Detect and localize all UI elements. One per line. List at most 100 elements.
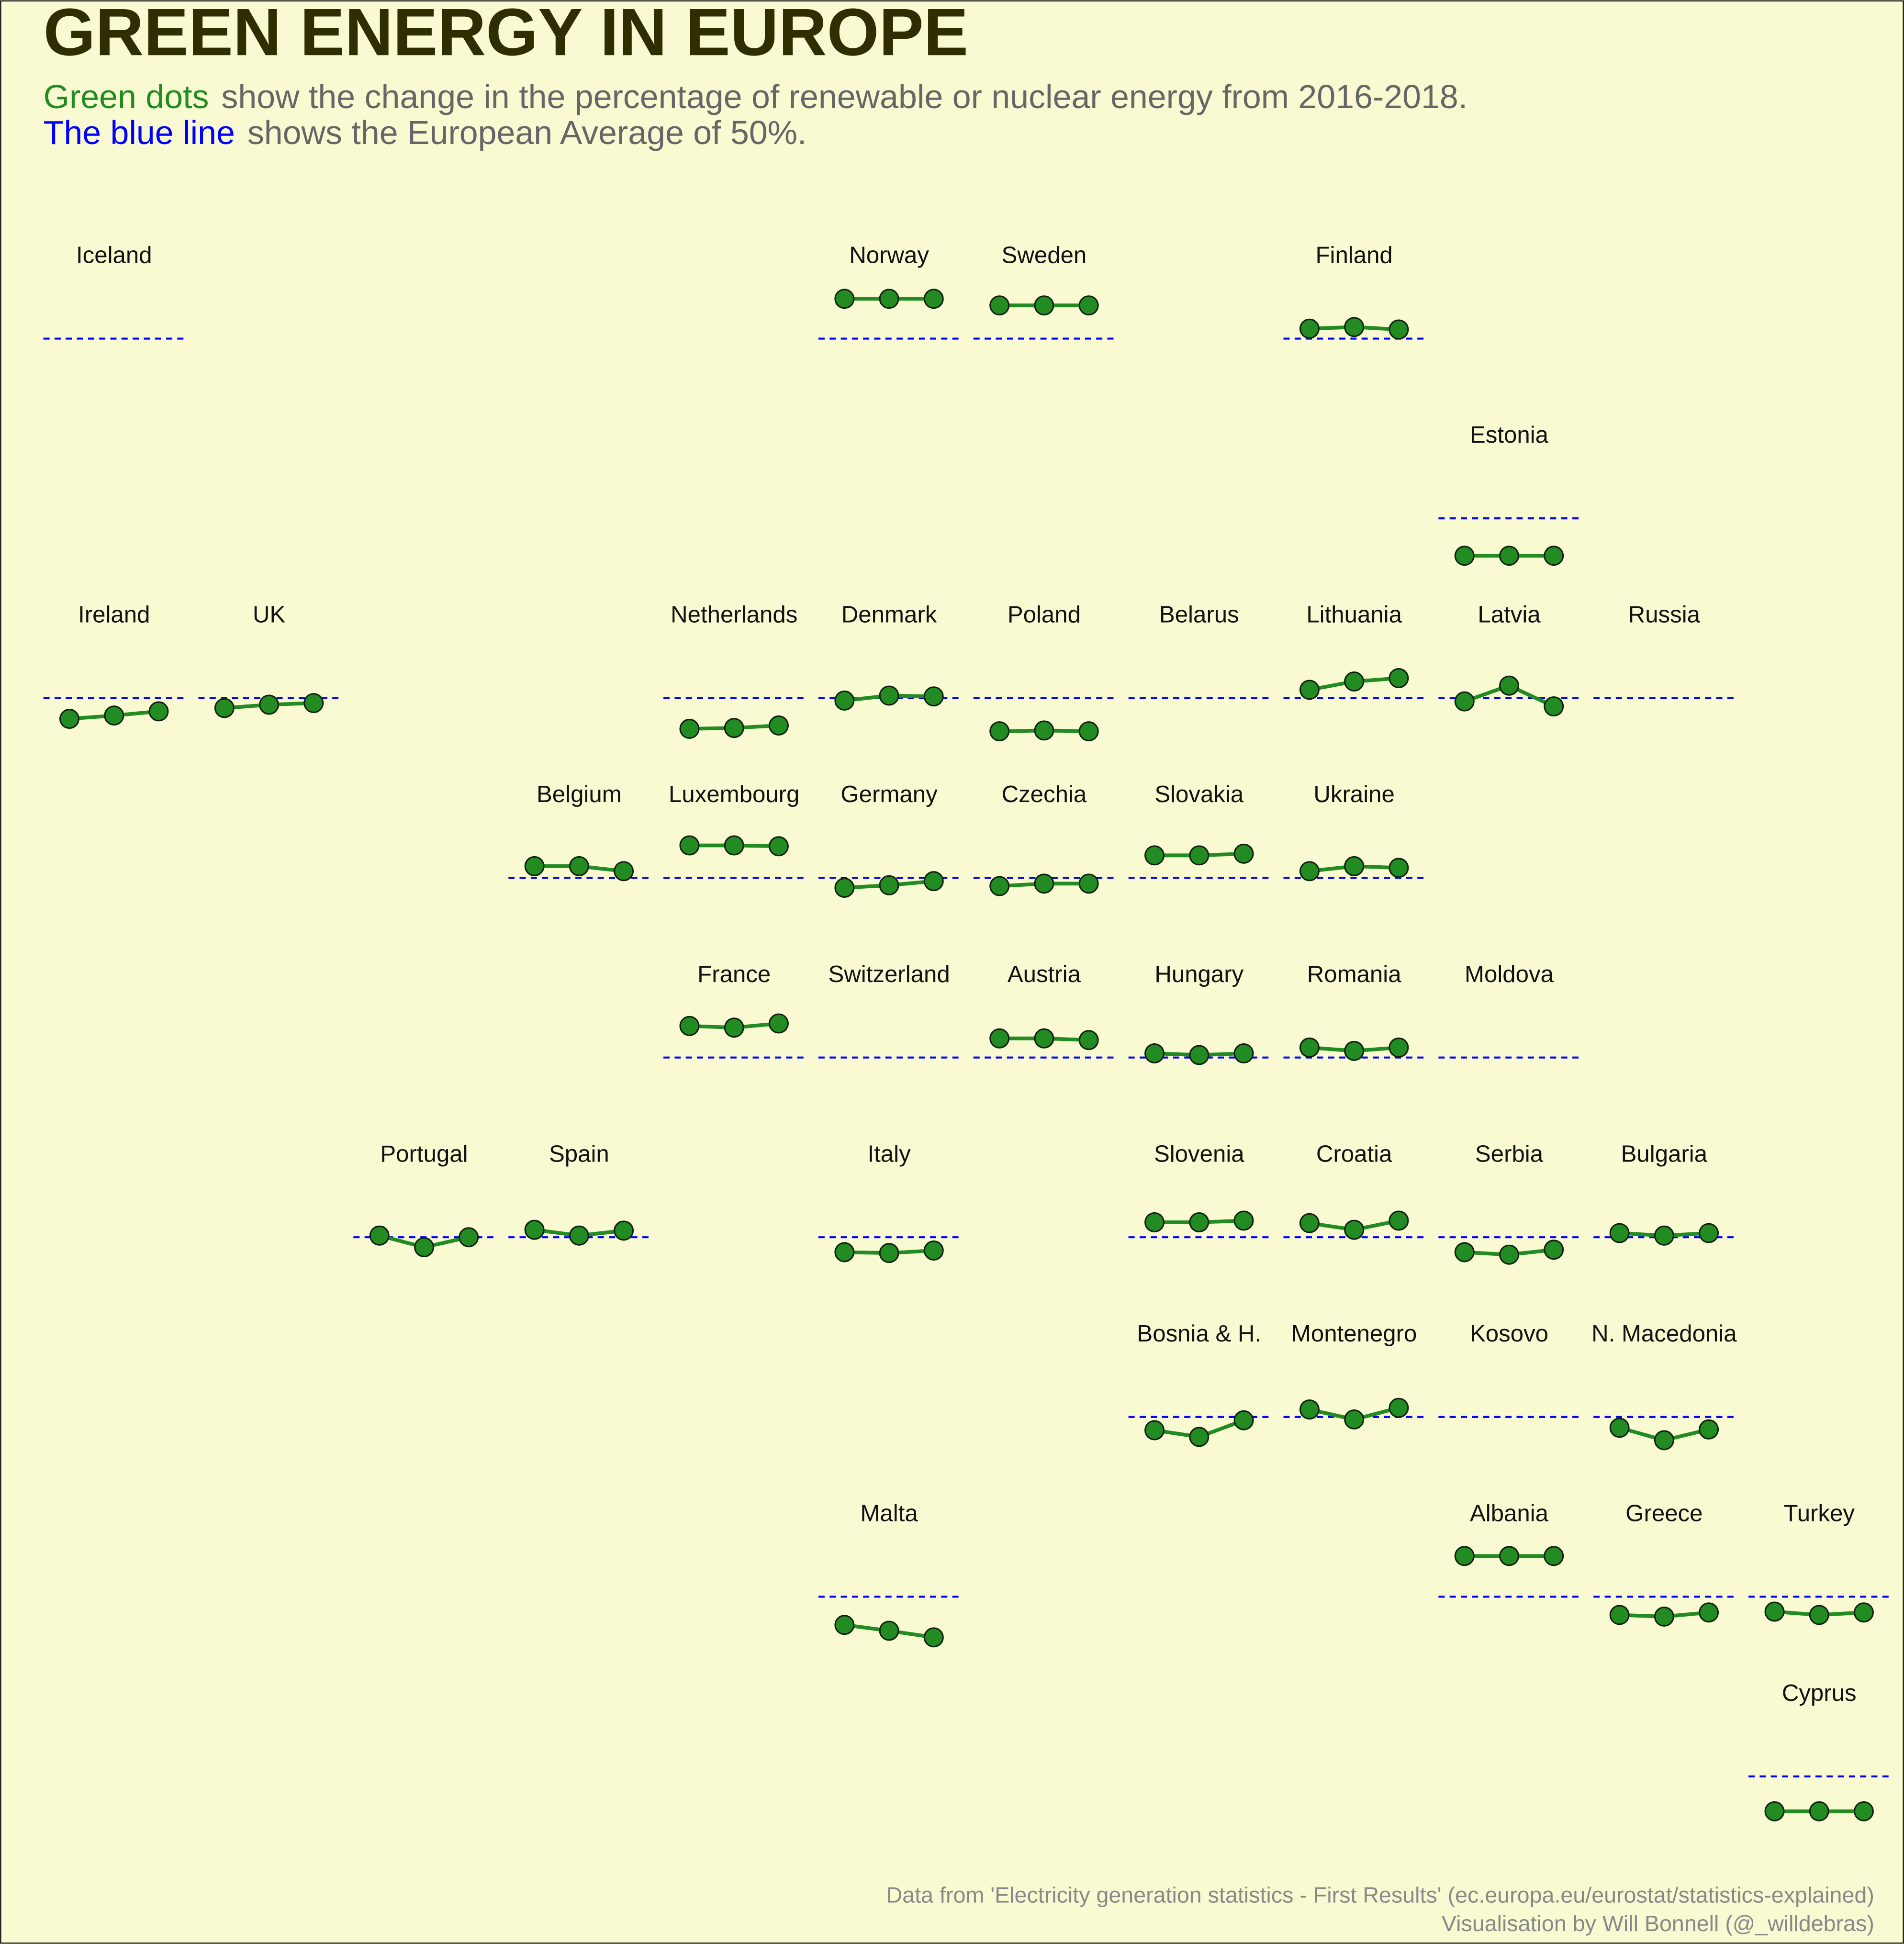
- data-point: [1233, 1410, 1254, 1430]
- data-point: [989, 295, 1010, 316]
- data-point: [1034, 873, 1054, 894]
- data-point: [1699, 1223, 1719, 1243]
- subtitle-segment: shows the European Average of 50%.: [247, 114, 807, 151]
- data-point: [724, 1017, 744, 1038]
- data-point: [369, 1225, 390, 1246]
- panel-label: Greece: [1625, 1500, 1702, 1526]
- data-point: [768, 836, 789, 857]
- data-point: [1609, 1418, 1630, 1438]
- data-point: [1299, 1037, 1320, 1058]
- data-point: [1034, 720, 1054, 741]
- data-point: [214, 698, 235, 718]
- data-point: [879, 685, 899, 706]
- panel-label: Poland: [1008, 602, 1081, 628]
- data-point: [1454, 546, 1475, 566]
- data-point: [1699, 1602, 1719, 1623]
- data-point: [1189, 845, 1210, 866]
- panel-label: Montenegro: [1291, 1320, 1417, 1347]
- data-point: [923, 1627, 944, 1648]
- panel-label: Sweden: [1002, 242, 1087, 268]
- panel-label: Netherlands: [671, 602, 797, 628]
- data-point: [1544, 696, 1564, 716]
- data-point: [1189, 1427, 1210, 1447]
- data-point: [459, 1227, 479, 1248]
- data-point: [1853, 1602, 1874, 1623]
- data-point: [679, 835, 700, 856]
- panel-label: Turkey: [1783, 1500, 1855, 1526]
- data-point: [569, 1225, 589, 1246]
- data-point: [1389, 1037, 1409, 1058]
- panel-label: Portugal: [380, 1140, 468, 1167]
- panel-label: Belgium: [537, 781, 622, 807]
- data-point: [1299, 680, 1320, 700]
- data-point: [614, 1220, 634, 1241]
- data-point: [1078, 721, 1099, 742]
- data-point: [1299, 1399, 1320, 1420]
- data-point: [879, 289, 899, 309]
- data-point: [1454, 691, 1475, 712]
- panel-label: Hungary: [1154, 961, 1243, 987]
- subtitle-segment: Green dots: [44, 78, 209, 115]
- data-point: [724, 718, 744, 738]
- panel-label: Ukraine: [1313, 781, 1395, 807]
- data-point: [1544, 546, 1564, 566]
- data-point: [614, 861, 634, 882]
- data-point: [1299, 318, 1320, 339]
- data-point: [1499, 1546, 1519, 1566]
- panel-label: Kosovo: [1470, 1320, 1548, 1347]
- panel-label: Denmark: [841, 602, 937, 628]
- data-point: [1344, 671, 1365, 692]
- panel-label: Slovenia: [1154, 1140, 1244, 1167]
- data-point: [148, 701, 169, 722]
- data-point: [1299, 1213, 1320, 1233]
- panel-label: Albania: [1470, 1500, 1549, 1526]
- data-point: [1344, 1040, 1365, 1061]
- data-point: [679, 1016, 700, 1036]
- panel-label: N. Macedonia: [1591, 1320, 1737, 1347]
- data-point: [1654, 1430, 1674, 1451]
- data-point: [1344, 1219, 1365, 1240]
- panel-label: Croatia: [1316, 1140, 1392, 1167]
- data-point: [1189, 1212, 1210, 1232]
- data-point: [1034, 1028, 1054, 1049]
- panel-label: Bosnia & H.: [1137, 1320, 1261, 1347]
- data-point: [1654, 1225, 1674, 1246]
- panel-label: Moldova: [1465, 961, 1554, 987]
- data-point: [1299, 861, 1320, 882]
- panel-label: Romania: [1307, 961, 1401, 987]
- data-point: [768, 715, 789, 736]
- footer: Visualisation by Will Bonnell (@_willdeb…: [1442, 1911, 1874, 1936]
- subtitle: Green dots show the change in the percent…: [44, 78, 1468, 115]
- data-point: [259, 694, 280, 715]
- data-point: [414, 1237, 434, 1258]
- data-point: [1609, 1605, 1630, 1625]
- data-point: [1233, 1210, 1254, 1231]
- data-point: [1654, 1606, 1674, 1627]
- data-point: [1233, 843, 1254, 864]
- panel-label: Malta: [860, 1500, 918, 1526]
- data-point: [1144, 1043, 1165, 1064]
- data-point: [1078, 295, 1099, 316]
- subtitle: The blue line shows the European Average …: [44, 114, 807, 151]
- data-point: [923, 871, 944, 892]
- data-point: [1764, 1801, 1785, 1821]
- panel-label: France: [697, 961, 771, 987]
- data-point: [1609, 1223, 1630, 1243]
- panel-label: Luxembourg: [669, 781, 799, 807]
- data-point: [1078, 1030, 1099, 1050]
- data-point: [1809, 1801, 1829, 1821]
- data-point: [1144, 1420, 1165, 1441]
- panel-label: Estonia: [1470, 422, 1549, 448]
- data-point: [923, 289, 944, 309]
- data-point: [879, 875, 899, 895]
- data-point: [1078, 873, 1099, 894]
- panel-label: Slovakia: [1154, 781, 1244, 807]
- panel-label: Czechia: [1002, 781, 1087, 807]
- data-point: [834, 289, 855, 309]
- subtitle-segment: show the change in the percentage of ren…: [221, 78, 1467, 115]
- data-point: [834, 1615, 855, 1635]
- panel-label: Cyprus: [1782, 1680, 1857, 1706]
- data-point: [1699, 1419, 1719, 1440]
- data-point: [1144, 1212, 1165, 1232]
